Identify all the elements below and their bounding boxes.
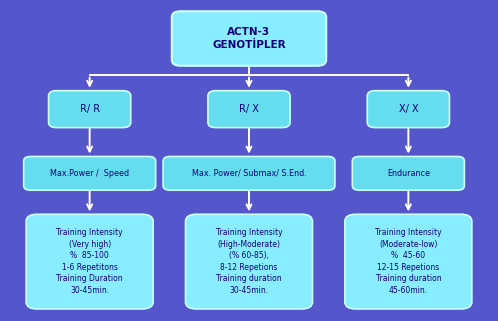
Text: Training Intensity
(High-Moderate)
(% 60-85),
8-12 Repetions
Training duration
3: Training Intensity (High-Moderate) (% 60… [216, 229, 282, 295]
Text: Max. Power/ Submax/ S.End.: Max. Power/ Submax/ S.End. [192, 169, 306, 178]
FancyBboxPatch shape [352, 156, 464, 190]
FancyBboxPatch shape [172, 11, 326, 66]
FancyBboxPatch shape [163, 156, 335, 190]
Text: R/ X: R/ X [239, 104, 259, 114]
FancyBboxPatch shape [48, 91, 130, 127]
Text: R/ R: R/ R [80, 104, 100, 114]
FancyBboxPatch shape [26, 214, 153, 309]
FancyBboxPatch shape [208, 91, 290, 127]
Text: Endurance: Endurance [387, 169, 430, 178]
FancyBboxPatch shape [368, 91, 449, 127]
Text: Training Intensity
(Very high)
%  85-100
1-6 Repetitons
Training Duration
30-45m: Training Intensity (Very high) % 85-100 … [56, 229, 123, 295]
FancyBboxPatch shape [24, 156, 156, 190]
Text: Max.Power /  Speed: Max.Power / Speed [50, 169, 129, 178]
FancyBboxPatch shape [345, 214, 472, 309]
Text: X/ X: X/ X [398, 104, 418, 114]
Text: ACTN-3
GENOTİPLER: ACTN-3 GENOTİPLER [212, 27, 286, 50]
Text: Training Intensity
(Moderate-low)
%  45-60
12-15 Repetions
Training duration
45-: Training Intensity (Moderate-low) % 45-6… [375, 229, 442, 295]
FancyBboxPatch shape [185, 214, 313, 309]
